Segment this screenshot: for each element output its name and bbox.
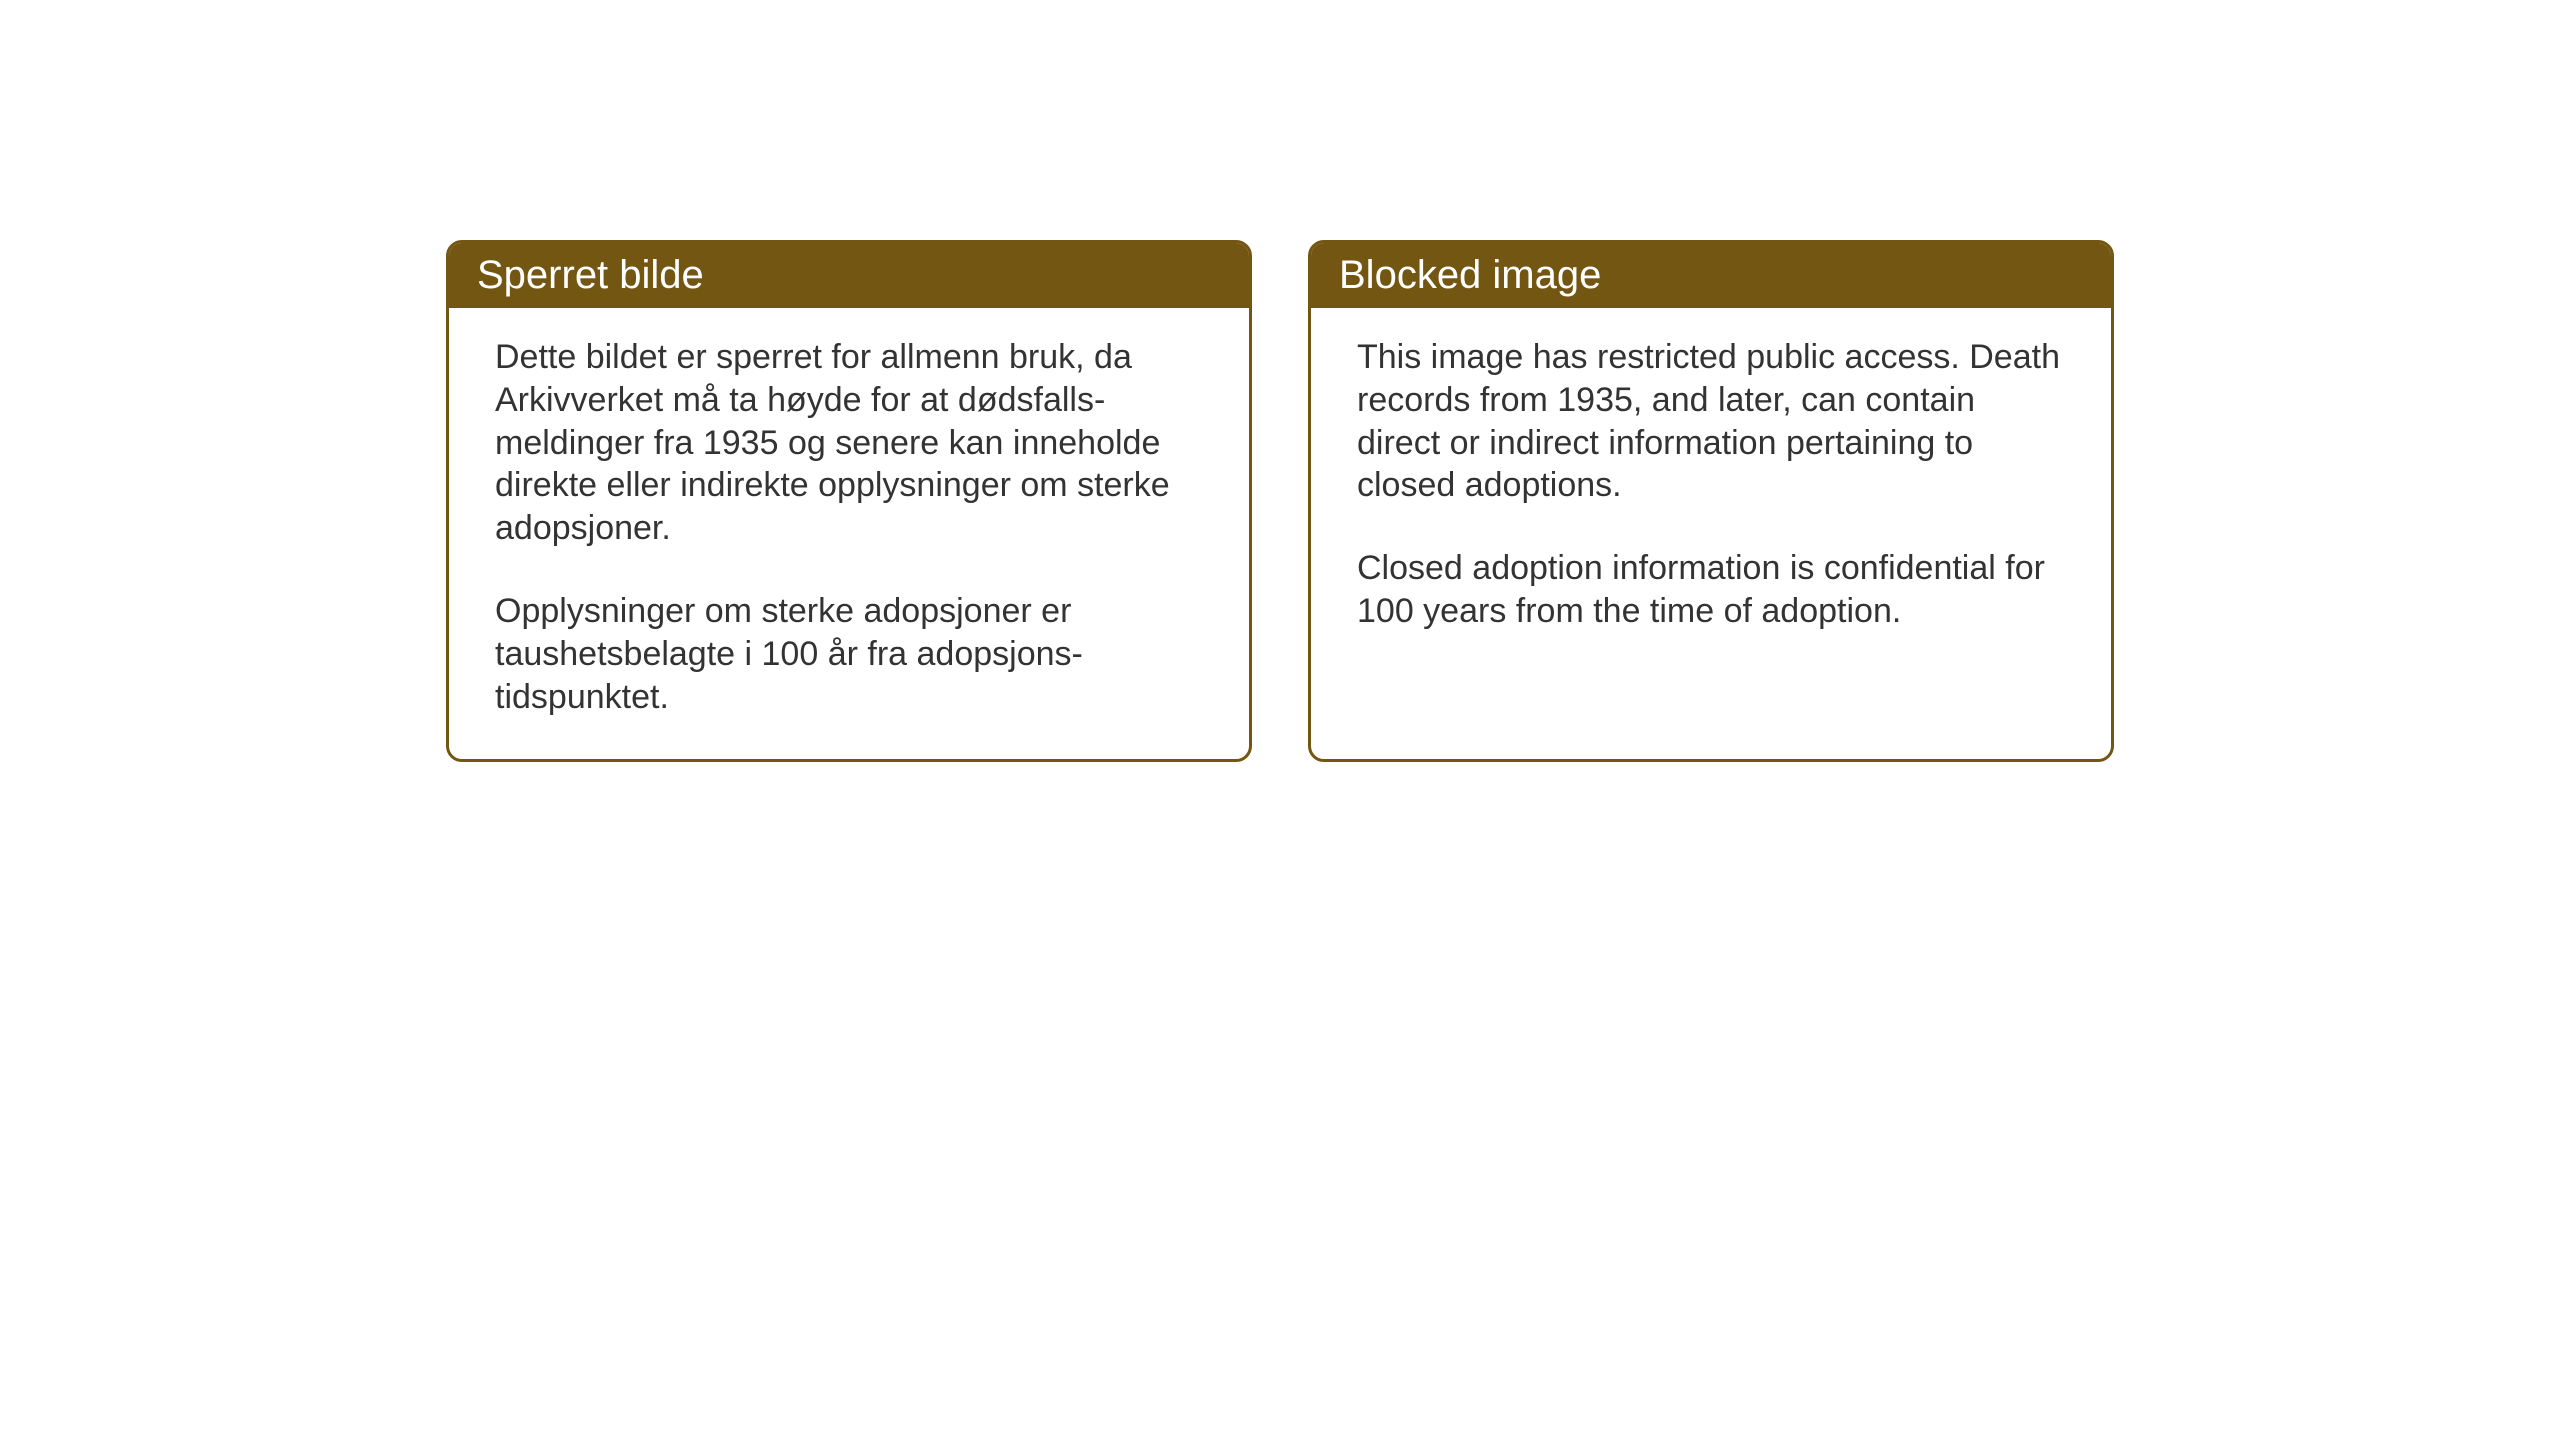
norwegian-paragraph-1: Dette bildet er sperret for allmenn bruk… bbox=[495, 336, 1203, 550]
english-card-body: This image has restricted public access.… bbox=[1311, 308, 2111, 673]
norwegian-notice-card: Sperret bilde Dette bildet er sperret fo… bbox=[446, 240, 1252, 762]
english-paragraph-1: This image has restricted public access.… bbox=[1357, 336, 2065, 507]
english-card-title: Blocked image bbox=[1311, 243, 2111, 308]
english-notice-card: Blocked image This image has restricted … bbox=[1308, 240, 2114, 762]
notice-container: Sperret bilde Dette bildet er sperret fo… bbox=[446, 240, 2114, 762]
english-paragraph-2: Closed adoption information is confident… bbox=[1357, 547, 2065, 633]
norwegian-paragraph-2: Opplysninger om sterke adopsjoner er tau… bbox=[495, 590, 1203, 718]
norwegian-card-title: Sperret bilde bbox=[449, 243, 1249, 308]
norwegian-card-body: Dette bildet er sperret for allmenn bruk… bbox=[449, 308, 1249, 759]
